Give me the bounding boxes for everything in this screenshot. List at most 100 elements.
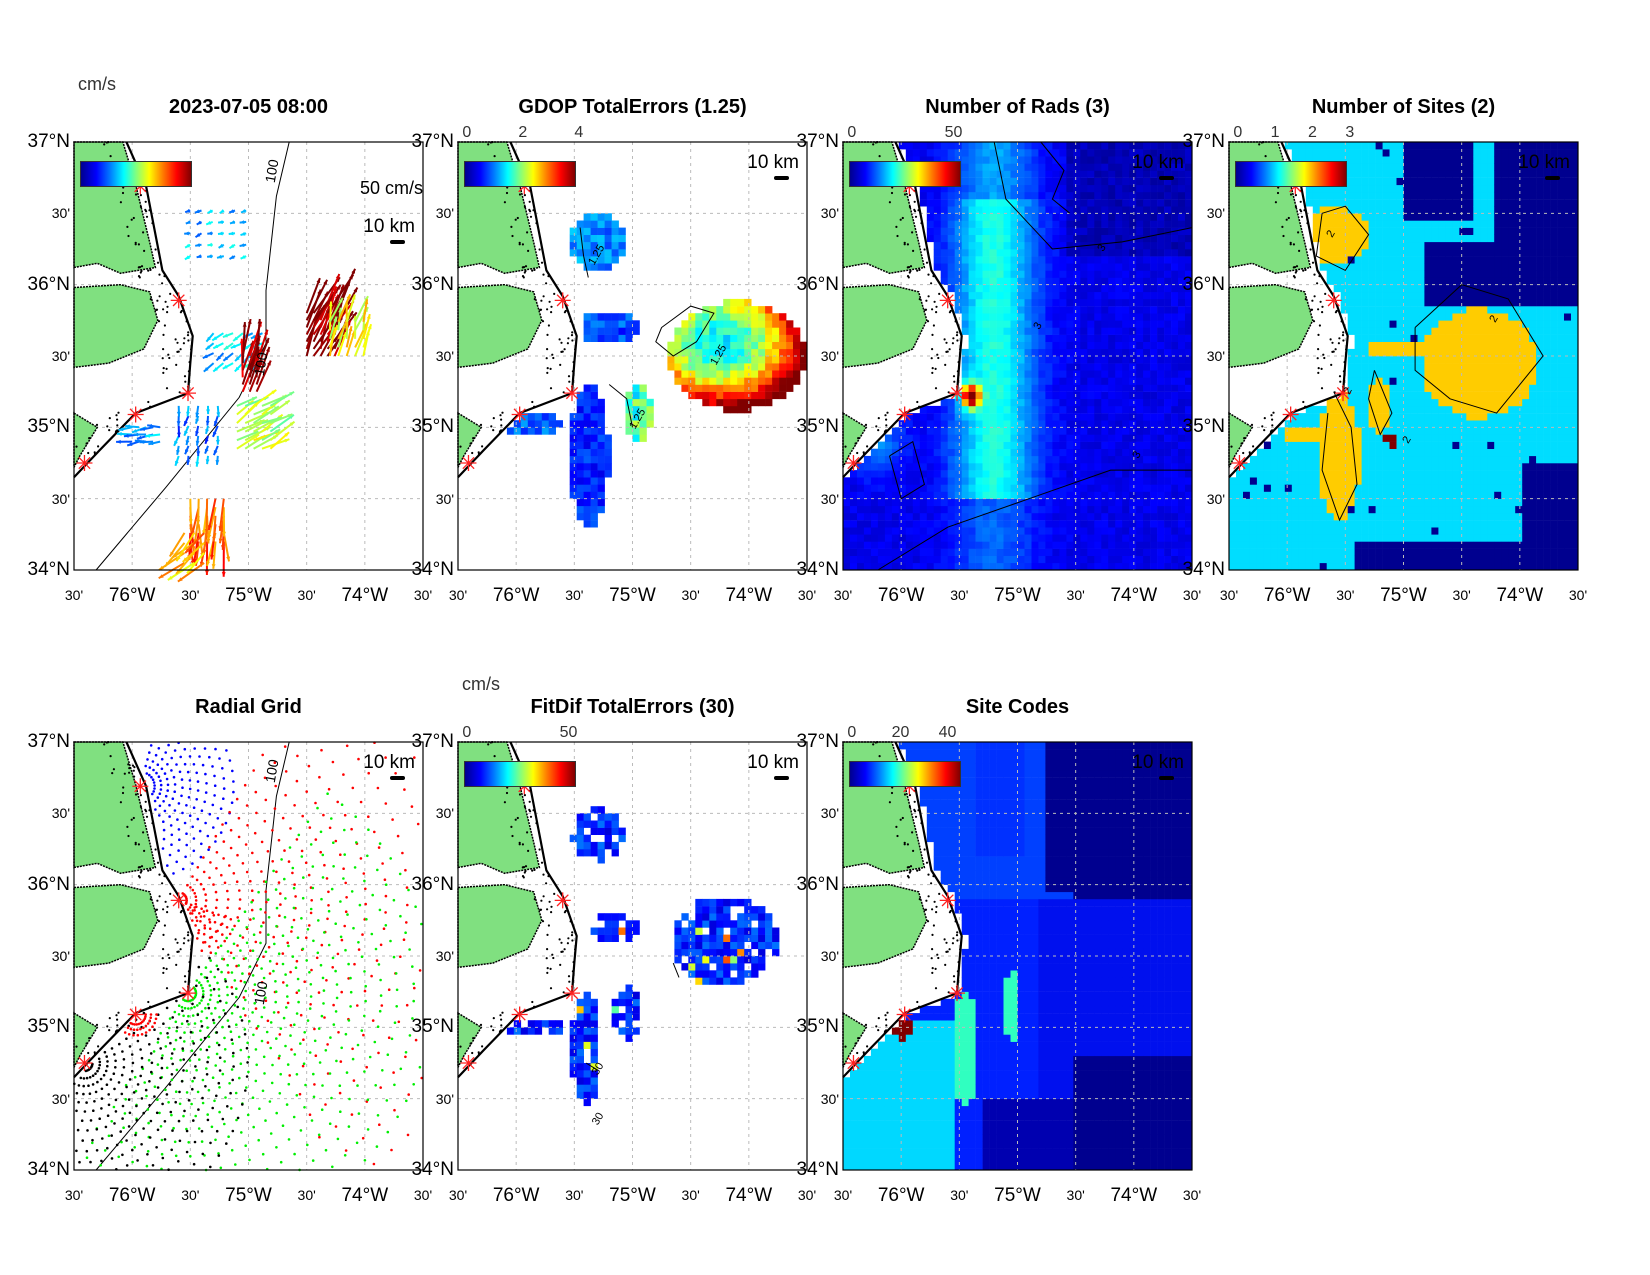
- grid-cell: [1066, 363, 1074, 371]
- map-canvas[interactable]: [1228, 141, 1579, 571]
- island-dot: [936, 353, 939, 356]
- radar-station-icon[interactable]: [564, 385, 581, 402]
- grid-cell: [1150, 377, 1158, 385]
- current-vector-arrow: [255, 329, 269, 364]
- grid-cell: [1354, 149, 1362, 157]
- radar-station-icon[interactable]: [170, 292, 187, 309]
- grid-cell: [1094, 477, 1102, 485]
- grid-cell: [1431, 149, 1439, 157]
- grid-cell: [1115, 206, 1123, 214]
- grid-cell: [1094, 441, 1102, 449]
- grid-cell: [1326, 498, 1334, 507]
- grid-cell: [1003, 405, 1011, 414]
- grid-cell: [954, 484, 962, 492]
- grid-cell: [1368, 142, 1376, 150]
- grid-cell: [1347, 484, 1355, 492]
- grid-cell: [933, 263, 941, 271]
- grid-cell: [1073, 555, 1081, 564]
- island-dot: [158, 273, 161, 276]
- grid-cell: [1312, 434, 1321, 442]
- grid-cell: [1108, 527, 1116, 535]
- grid-cell: [1354, 263, 1362, 271]
- grid-cell: [1108, 177, 1116, 186]
- grid-cell: [1010, 448, 1018, 457]
- radar-station-icon[interactable]: [896, 406, 913, 423]
- grid-cell: [1150, 527, 1158, 535]
- grid-cell: [1164, 163, 1172, 171]
- radar-station-icon[interactable]: [554, 292, 571, 309]
- grid-cell: [1122, 434, 1130, 442]
- grid-cell: [1312, 534, 1321, 542]
- grid-cell: [1431, 234, 1439, 243]
- grid-cell: [1143, 348, 1151, 357]
- grid-cell: [947, 562, 955, 571]
- grid-cell: [1389, 234, 1397, 243]
- grid-cell: [1087, 463, 1095, 471]
- grid-cell: [1108, 427, 1116, 435]
- grid-cell: [968, 348, 976, 357]
- grid-cell: [737, 356, 745, 364]
- grid-cell: [744, 384, 752, 392]
- grid-cell: [1108, 334, 1116, 342]
- grid-cell: [1052, 413, 1060, 421]
- grid-cell: [1031, 541, 1039, 549]
- radar-station-icon[interactable]: [460, 455, 477, 471]
- radar-station-icon[interactable]: [939, 292, 956, 309]
- map-canvas[interactable]: [73, 141, 424, 583]
- grid-cell: [1164, 398, 1172, 407]
- grid-cell: [1185, 391, 1193, 400]
- grid-cell: [1171, 470, 1179, 478]
- grid-cell: [1340, 220, 1348, 228]
- grid-cell: [1143, 334, 1151, 342]
- grid-cell: [583, 327, 591, 335]
- grid-cell: [1031, 370, 1039, 378]
- radar-station-icon[interactable]: [76, 455, 93, 471]
- grid-cell: [961, 520, 969, 528]
- grid-cell: [1326, 277, 1334, 285]
- island-dot: [547, 275, 550, 278]
- radar-station-icon[interactable]: [180, 385, 197, 402]
- grid-cell: [912, 562, 921, 571]
- grid-cell: [1164, 420, 1172, 428]
- grid-cell: [583, 455, 591, 464]
- island-dot: [149, 298, 152, 301]
- grid-cell: [1045, 391, 1053, 400]
- grid-cell: [843, 505, 851, 514]
- map-panel-totals: 2023-07-05 08:00 37°N 30' 36°N 30' 35°N 30' 34°…: [28, 74, 433, 606]
- map-canvas[interactable]: [457, 141, 808, 571]
- radar-station-icon[interactable]: [127, 406, 144, 423]
- grid-cell: [1045, 463, 1053, 471]
- grid-cell: [1396, 270, 1404, 278]
- grid-cell: [1115, 520, 1123, 528]
- radar-station-icon[interactable]: [845, 455, 862, 471]
- grid-cell: [1136, 256, 1144, 264]
- grid-cell: [947, 149, 955, 157]
- grid-cell: [1031, 256, 1039, 264]
- grid-cell: [723, 348, 731, 357]
- radar-station-icon[interactable]: [949, 385, 966, 402]
- grid-cell: [863, 512, 872, 521]
- grid-cell: [1087, 263, 1095, 271]
- map-canvas[interactable]: [842, 141, 1193, 571]
- grid-cell: [1122, 534, 1130, 542]
- grid-cell: [1052, 512, 1060, 521]
- grid-cell: [1333, 534, 1341, 542]
- grid-cell: [702, 363, 710, 371]
- grid-cell: [695, 377, 703, 385]
- grid-cell: [1403, 213, 1411, 221]
- panel-title: 2023-07-05 08:00: [168, 96, 328, 118]
- grid-cell: [1052, 484, 1060, 492]
- grid-cell: [1347, 284, 1355, 293]
- grid-cell: [576, 484, 584, 492]
- grid-cell: [1136, 477, 1144, 485]
- grid-cell: [954, 291, 962, 300]
- radar-station-icon[interactable]: [511, 406, 528, 423]
- grid-cell: [1094, 334, 1102, 342]
- grid-cell: [1087, 142, 1095, 150]
- grid-cell: [1136, 455, 1144, 464]
- grid-cell: [1375, 555, 1383, 564]
- grid-cell: [1291, 441, 1300, 449]
- grid-cell: [996, 520, 1004, 528]
- grid-cell: [1164, 370, 1172, 378]
- grid-cell: [1445, 541, 1453, 549]
